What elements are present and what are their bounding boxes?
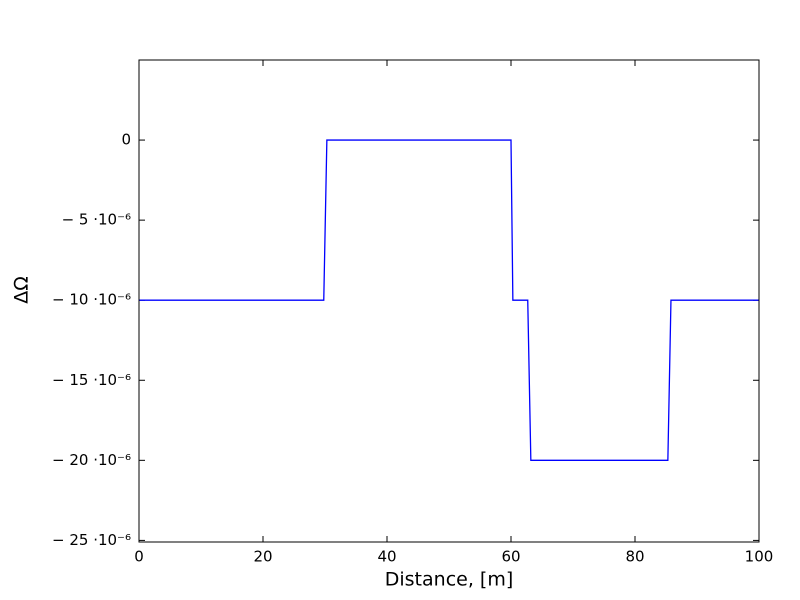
y-tick-label: − 20 ·10⁻⁶ [52, 451, 131, 469]
plot-frame [138, 59, 760, 543]
x-axis-label: Distance, [m] [385, 569, 514, 591]
x-tick-label: 100 [745, 548, 774, 566]
y-tick-label: − 25 ·10⁻⁶ [52, 531, 131, 549]
x-tick-label: 60 [501, 548, 520, 566]
y-tick-label: 0 [121, 131, 131, 149]
y-tick-label: − 10 ·10⁻⁶ [52, 291, 131, 309]
x-tick-label: 80 [625, 548, 644, 566]
data-line [139, 139, 759, 461]
x-tick-label: 20 [253, 548, 272, 566]
y-tick-label: − 15 ·10⁻⁶ [52, 371, 131, 389]
x-tick-label: 40 [377, 548, 396, 566]
y-tick-label: − 5 ·10⁻⁶ [62, 211, 131, 229]
y-axis-label: ΔΩ [11, 276, 33, 304]
x-tick-label: 0 [134, 548, 144, 566]
